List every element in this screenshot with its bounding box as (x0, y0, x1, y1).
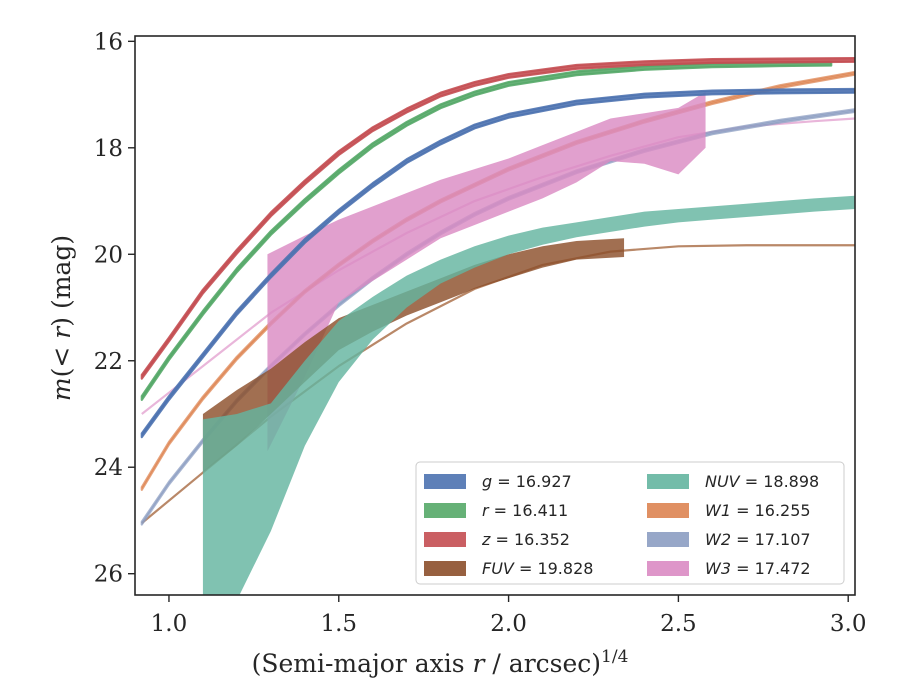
series-w3-band (267, 91, 706, 452)
y-tick-label-20: 20 (94, 242, 123, 268)
y-tick-label-24: 24 (94, 455, 123, 481)
legend-label-nuv: NUV = 18.898 (705, 472, 819, 491)
y-tick-label-18: 18 (94, 136, 123, 162)
y-axis-label: m(< r) (mag) (47, 235, 76, 401)
y-axis: 16 18 20 22 24 26 (94, 29, 135, 588)
series-r-line (140, 60, 833, 401)
series-z-line (140, 56, 855, 380)
x-tick-label-3.0: 3.0 (830, 611, 867, 637)
x-tick-label-1.5: 1.5 (320, 611, 357, 637)
legend-swatch-fuv (424, 561, 466, 576)
y-tick-label-16: 16 (94, 29, 123, 55)
legend-swatch-r (424, 503, 466, 518)
x-axis-label: (Semi-major axis r / arcsec)1/4 (252, 647, 629, 678)
legend-label-z: z = 16.352 (481, 530, 570, 549)
series-group (140, 56, 855, 595)
y-tick-label-26: 26 (94, 562, 123, 588)
legend: g = 16.927 r = 16.411 z = 16.352 FUV = 19.8… (415, 461, 845, 585)
legend-label-g: g = 16.927 (482, 472, 572, 491)
x-tick-label-2.0: 2.0 (490, 611, 527, 637)
legend-swatch-nuv (647, 474, 689, 489)
legend-swatch-w3 (647, 561, 689, 576)
legend-label-fuv: FUV = 19.828 (482, 559, 593, 578)
legend-label-w1: W1 = 16.255 (705, 501, 811, 520)
legend-swatch-g (424, 474, 466, 489)
legend-swatch-w1 (647, 503, 689, 518)
y-tick-label-22: 22 (94, 349, 123, 375)
plot-area (140, 56, 855, 595)
legend-label-w2: W2 = 17.107 (705, 530, 811, 549)
legend-swatch-z (424, 532, 466, 547)
x-tick-label-1.0: 1.0 (151, 611, 188, 637)
legend-label-w3: W3 = 17.472 (705, 559, 811, 578)
legend-label-r: r = 16.411 (482, 501, 568, 520)
x-tick-label-2.5: 2.5 (660, 611, 697, 637)
x-axis: 1.0 1.5 2.0 2.5 3.0 (151, 595, 867, 637)
legend-swatch-w2 (647, 532, 689, 547)
legend-frame (415, 461, 845, 585)
series-g-line (140, 87, 855, 439)
plot-frame (134, 35, 856, 596)
